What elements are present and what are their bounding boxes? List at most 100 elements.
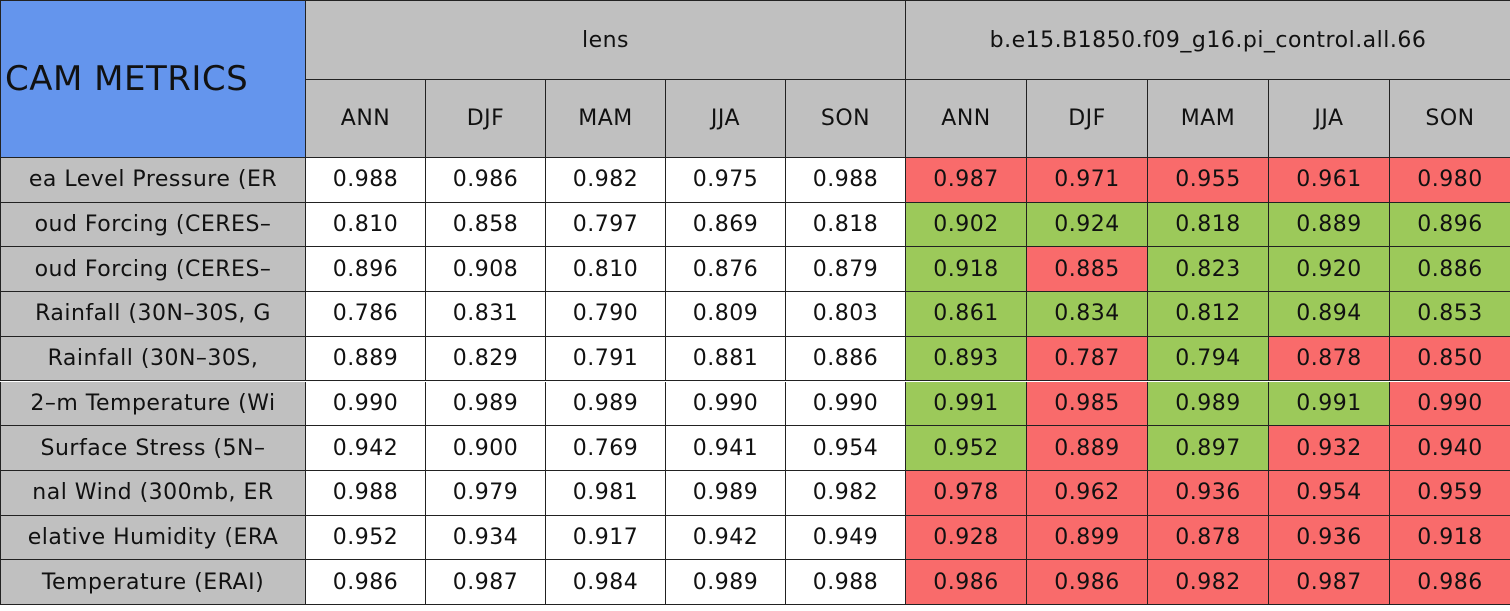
value-cell: 0.918 [1390, 515, 1510, 561]
value-cell: 0.803 [786, 292, 906, 337]
value-cell: 0.975 [666, 158, 786, 203]
season-header: MAM [1148, 80, 1269, 158]
value-cell: 0.908 [426, 247, 546, 293]
value-cell: 0.809 [666, 292, 786, 337]
season-header: SON [1390, 80, 1510, 158]
value-cell: 0.797 [546, 202, 666, 248]
value-cell: 0.989 [426, 381, 546, 427]
value-cell: 0.980 [1390, 158, 1510, 203]
season-header: DJF [426, 80, 546, 158]
season-header: ANN [906, 80, 1027, 158]
value-cell: 0.990 [306, 381, 426, 427]
value-cell: 0.988 [306, 470, 426, 516]
value-cell: 0.878 [1148, 515, 1269, 561]
value-cell: 0.952 [906, 426, 1027, 471]
value-cell: 0.932 [1269, 426, 1390, 471]
row-label: oud Forcing (CERES– [0, 247, 306, 293]
value-cell: 0.971 [1027, 158, 1148, 203]
row-label: nal Wind (300mb, ER [0, 470, 306, 516]
value-cell: 0.989 [1148, 381, 1269, 427]
season-header: ANN [306, 80, 426, 158]
season-header: MAM [546, 80, 666, 158]
value-cell: 0.769 [546, 426, 666, 471]
value-cell: 0.989 [666, 470, 786, 516]
value-cell: 0.831 [426, 292, 546, 337]
value-cell: 0.942 [666, 515, 786, 561]
value-cell: 0.954 [786, 426, 906, 471]
row-label: Surface Stress (5N– [0, 426, 306, 471]
value-cell: 0.810 [306, 202, 426, 248]
title-cell: CAM METRICS [0, 0, 306, 158]
value-cell: 0.986 [906, 560, 1027, 605]
value-cell: 0.896 [1390, 202, 1510, 248]
season-header: DJF [1027, 80, 1148, 158]
value-cell: 0.810 [546, 247, 666, 293]
value-cell: 0.885 [1027, 247, 1148, 293]
value-cell: 0.829 [426, 336, 546, 382]
value-cell: 0.920 [1269, 247, 1390, 293]
group-header: lens [306, 0, 906, 80]
value-cell: 0.986 [1390, 560, 1510, 605]
row-label: 2–m Temperature (Wi [0, 381, 306, 427]
value-cell: 0.985 [1027, 381, 1148, 427]
value-cell: 0.928 [906, 515, 1027, 561]
value-cell: 0.989 [666, 560, 786, 605]
value-cell: 0.942 [306, 426, 426, 471]
value-cell: 0.899 [1027, 515, 1148, 561]
value-cell: 0.917 [546, 515, 666, 561]
value-cell: 0.858 [426, 202, 546, 248]
value-cell: 0.988 [306, 158, 426, 203]
value-cell: 0.990 [1390, 381, 1510, 427]
value-cell: 0.818 [1148, 202, 1269, 248]
value-cell: 0.812 [1148, 292, 1269, 337]
value-cell: 0.978 [906, 470, 1027, 516]
value-cell: 0.834 [1027, 292, 1148, 337]
value-cell: 0.991 [906, 381, 1027, 427]
value-cell: 0.794 [1148, 336, 1269, 382]
value-cell: 0.940 [1390, 426, 1510, 471]
value-cell: 0.791 [546, 336, 666, 382]
row-label: ea Level Pressure (ER [0, 158, 306, 203]
value-cell: 0.987 [426, 560, 546, 605]
value-cell: 0.990 [786, 381, 906, 427]
value-cell: 0.924 [1027, 202, 1148, 248]
value-cell: 0.886 [786, 336, 906, 382]
value-cell: 0.869 [666, 202, 786, 248]
value-cell: 0.894 [1269, 292, 1390, 337]
value-cell: 0.889 [1027, 426, 1148, 471]
value-cell: 0.981 [546, 470, 666, 516]
value-cell: 0.979 [426, 470, 546, 516]
value-cell: 0.918 [906, 247, 1027, 293]
value-cell: 0.861 [906, 292, 1027, 337]
value-cell: 0.889 [1269, 202, 1390, 248]
season-header: JJA [1269, 80, 1390, 158]
row-label: Rainfall (30N–30S, [0, 336, 306, 382]
value-cell: 0.878 [1269, 336, 1390, 382]
value-cell: 0.889 [306, 336, 426, 382]
value-cell: 0.952 [306, 515, 426, 561]
value-cell: 0.941 [666, 426, 786, 471]
value-cell: 0.982 [546, 158, 666, 203]
value-cell: 0.893 [906, 336, 1027, 382]
value-cell: 0.786 [306, 292, 426, 337]
value-cell: 0.949 [786, 515, 906, 561]
row-label: oud Forcing (CERES– [0, 202, 306, 248]
value-cell: 0.990 [666, 381, 786, 427]
value-cell: 0.988 [786, 560, 906, 605]
value-cell: 0.986 [306, 560, 426, 605]
value-cell: 0.936 [1148, 470, 1269, 516]
value-cell: 0.954 [1269, 470, 1390, 516]
value-cell: 0.987 [906, 158, 1027, 203]
season-header: SON [786, 80, 906, 158]
value-cell: 0.955 [1148, 158, 1269, 203]
value-cell: 0.982 [1148, 560, 1269, 605]
value-cell: 0.886 [1390, 247, 1510, 293]
season-header: JJA [666, 80, 786, 158]
value-cell: 0.986 [426, 158, 546, 203]
value-cell: 0.961 [1269, 158, 1390, 203]
value-cell: 0.879 [786, 247, 906, 293]
value-cell: 0.962 [1027, 470, 1148, 516]
value-cell: 0.934 [426, 515, 546, 561]
row-label: Rainfall (30N–30S, G [0, 292, 306, 337]
